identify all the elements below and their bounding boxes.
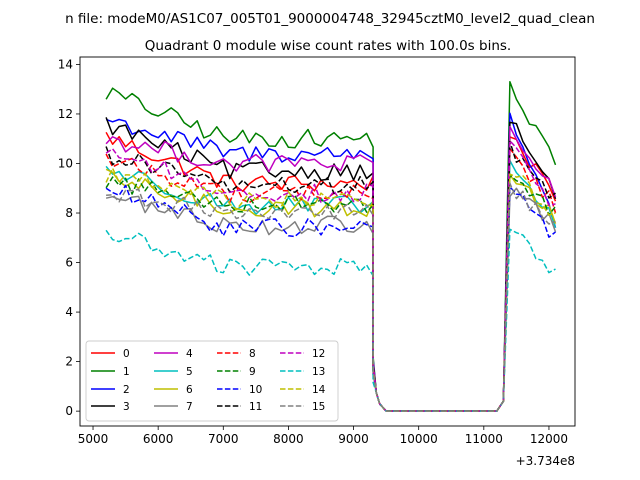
figure-suptitle: n file: modeM0/AS1C07_005T01_9000004748_… xyxy=(65,11,595,27)
y-tick-label: 8 xyxy=(65,206,73,220)
x-offset-text: +3.734e8 xyxy=(516,454,575,468)
legend-label-8: 8 xyxy=(249,348,256,360)
legend-label-13: 13 xyxy=(312,366,325,378)
y-tick-label: 4 xyxy=(65,305,73,319)
chart-title: Quadrant 0 module wise count rates with … xyxy=(145,38,511,54)
x-tick-label: 10000 xyxy=(400,432,438,446)
y-tick-label: 10 xyxy=(58,156,73,170)
y-tick-label: 6 xyxy=(65,256,73,270)
x-tick-label: 9000 xyxy=(338,432,369,446)
axes-frame xyxy=(79,56,576,427)
legend-label-0: 0 xyxy=(123,348,130,360)
legend-label-1: 1 xyxy=(123,366,130,378)
x-tick-label: 11000 xyxy=(465,432,503,446)
legend-label-14: 14 xyxy=(312,384,326,396)
x-tick-label: 7000 xyxy=(208,432,239,446)
plot-lines xyxy=(105,80,557,412)
series-line-13 xyxy=(105,228,556,412)
y-tick-label: 0 xyxy=(65,404,73,418)
y-axis: 0 2 4 6 8 10 12 14 xyxy=(58,57,80,418)
legend-frame xyxy=(85,340,339,422)
legend-label-15: 15 xyxy=(312,401,325,413)
y-tick-label: 14 xyxy=(58,57,73,71)
legend-label-6: 6 xyxy=(186,384,193,396)
y-tick-label: 12 xyxy=(58,107,73,121)
legend-label-5: 5 xyxy=(186,366,193,378)
legend-label-11: 11 xyxy=(249,401,262,413)
x-tick-label: 5000 xyxy=(78,432,109,446)
series-line-10 xyxy=(105,184,556,412)
legend-label-3: 3 xyxy=(123,401,130,413)
legend-label-10: 10 xyxy=(249,384,262,396)
legend-label-4: 4 xyxy=(186,348,193,360)
y-tick-label: 2 xyxy=(65,355,73,369)
legend-label-2: 2 xyxy=(123,384,130,396)
x-tick-label: 8000 xyxy=(273,432,304,446)
legend-label-7: 7 xyxy=(186,401,193,413)
series-line-14 xyxy=(105,167,556,412)
x-tick-label: 12000 xyxy=(530,432,568,446)
x-tick-label: 6000 xyxy=(143,432,174,446)
legend-label-9: 9 xyxy=(249,366,256,378)
series-line-15 xyxy=(106,182,556,412)
x-axis: 5000 6000 7000 8000 9000 10000 11000 12000 xyxy=(78,426,568,446)
legend-label-12: 12 xyxy=(312,348,325,360)
series-line-9 xyxy=(105,174,557,412)
